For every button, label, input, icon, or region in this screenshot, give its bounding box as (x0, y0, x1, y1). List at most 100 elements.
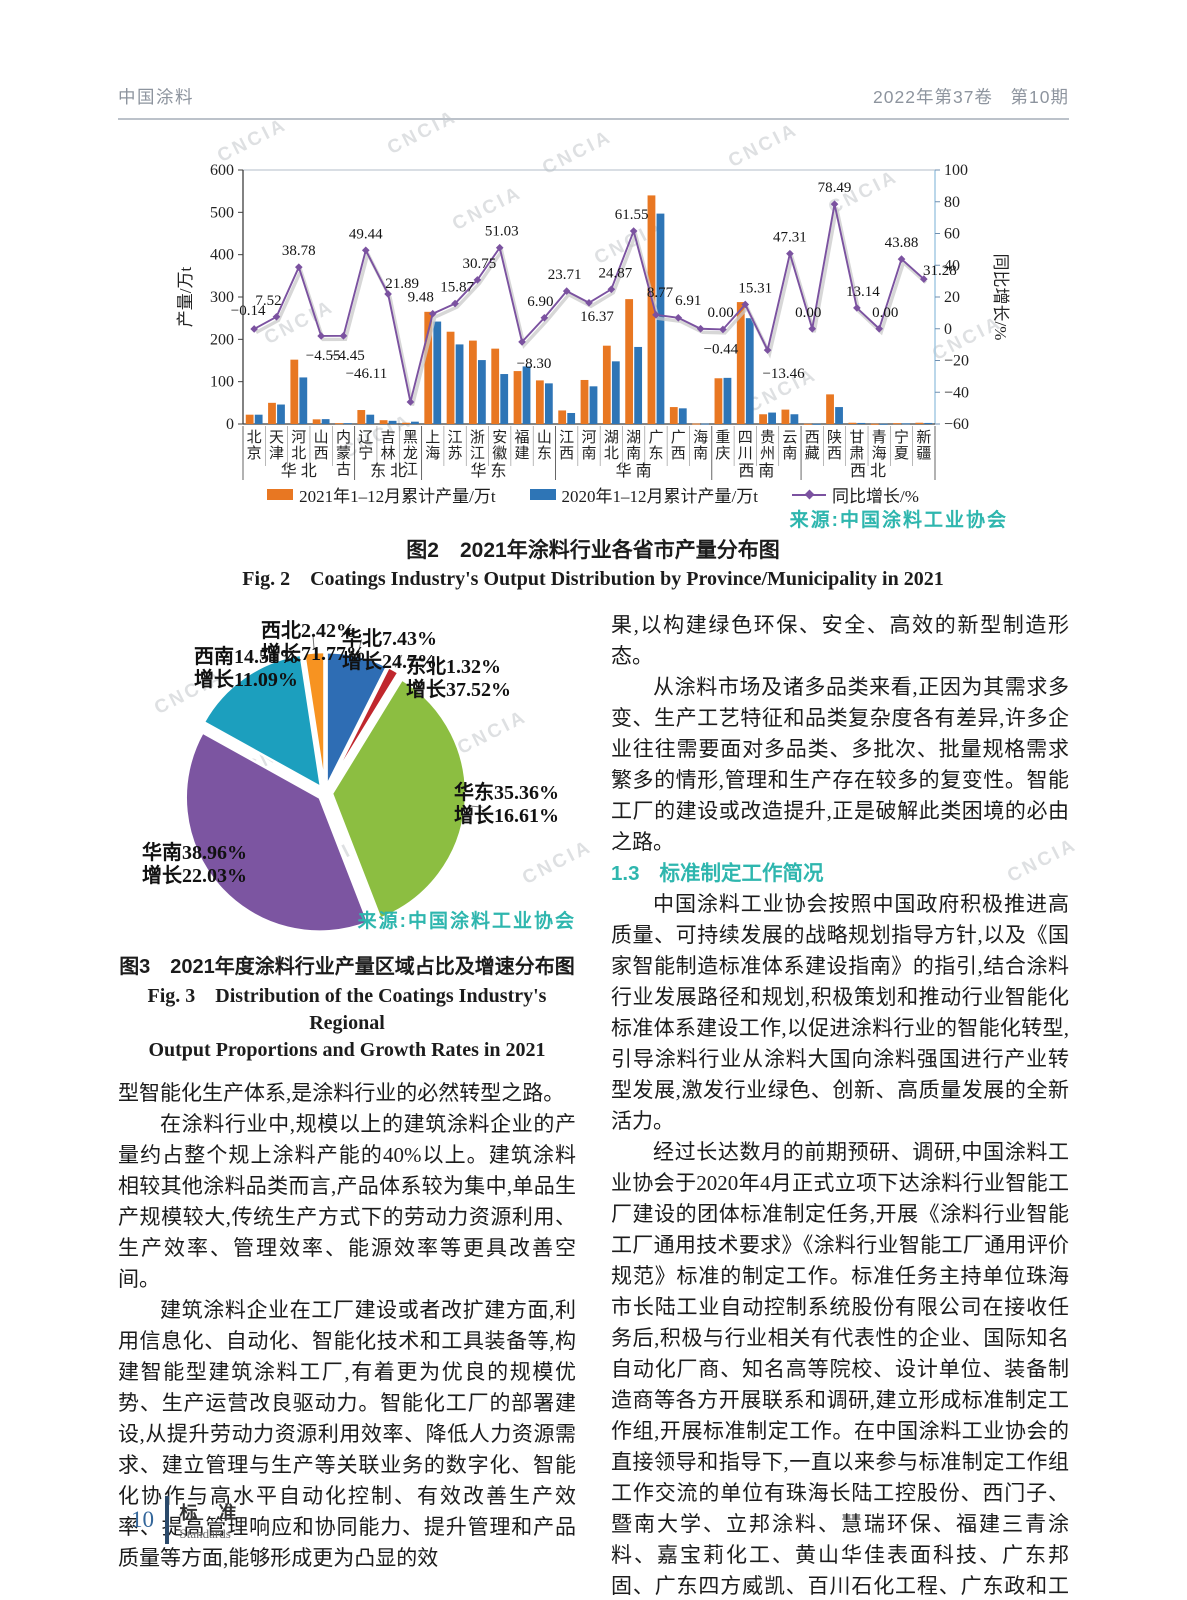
svg-text:30.75: 30.75 (463, 256, 497, 272)
page-footer: 10 标 准 Standards (131, 1496, 245, 1544)
svg-text:黑: 黑 (403, 430, 418, 446)
svg-text:−20: −20 (944, 353, 969, 370)
issue-info: 2022年第37卷 第10期 (873, 87, 1069, 107)
svg-text:−13.46: −13.46 (762, 366, 805, 382)
svg-text:78.49: 78.49 (818, 180, 852, 196)
svg-text:23.71: 23.71 (548, 267, 582, 283)
svg-text:吉: 吉 (381, 429, 396, 446)
page-number: 10 (131, 1507, 154, 1532)
svg-text:华 东: 华 东 (471, 462, 507, 480)
svg-text:6.90: 6.90 (527, 294, 553, 310)
svg-text:南: 南 (581, 445, 596, 462)
svg-text:−46.11: −46.11 (346, 366, 388, 382)
svg-text:60: 60 (944, 226, 960, 243)
svg-text:云: 云 (782, 430, 797, 446)
svg-text:43.88: 43.88 (885, 235, 919, 251)
paragraph: 型智能化生产体系,是涂料行业的必然转型之路。 (118, 1081, 565, 1105)
pie-label-northwest: 西北2.42% 增长71.77% (261, 620, 366, 665)
svg-text:24.87: 24.87 (598, 265, 632, 281)
svg-text:庆: 庆 (715, 445, 730, 462)
svg-text:−40: −40 (944, 384, 969, 401)
svg-text:江: 江 (470, 445, 485, 462)
svg-text:南: 南 (782, 445, 797, 462)
svg-text:江: 江 (448, 429, 463, 446)
svg-text:−0.44: −0.44 (704, 341, 739, 357)
figure2-caption-zh: 图2 2021年涂料行业各省市产量分布图 (406, 539, 780, 562)
svg-text:300: 300 (210, 289, 234, 306)
svg-text:200: 200 (210, 331, 234, 348)
figure2-source: 来源:中国涂料工业协会 (789, 510, 1008, 531)
svg-text:51.03: 51.03 (485, 224, 519, 240)
svg-text:产量/万t: 产量/万t (176, 267, 195, 328)
svg-text:−4.55: −4.55 (306, 348, 341, 364)
paragraph: 从涂料市场及诸多品类来看,正因为其需求多变、生产工艺特征和品类复杂度各有差异,许… (611, 675, 1069, 854)
svg-text:上: 上 (425, 429, 440, 446)
svg-text:20: 20 (944, 289, 960, 306)
svg-text:天: 天 (269, 430, 284, 446)
legend-label: 同比增长/% (832, 487, 919, 506)
figure3-caption-en-line2: Output Proportions and Growth Rates in 2… (148, 1039, 546, 1061)
svg-text:15.87: 15.87 (440, 280, 474, 296)
svg-text:东: 东 (648, 445, 663, 462)
svg-text:600: 600 (210, 162, 234, 179)
svg-text:8.77: 8.77 (647, 285, 674, 301)
svg-text:徽: 徽 (492, 445, 507, 462)
footer-section: 标 准 Standards (179, 1502, 245, 1541)
right-column: 果,以构建绿色环保、安全、高效的新型制造形态。 从涂料市场及诸多品类来看,正因为… (611, 610, 1069, 1600)
svg-text:47.31: 47.31 (773, 230, 807, 246)
chart-legend: 2021年1–12月累计产量/万t 2020年1–12月累计产量/万t 同比增长… (118, 482, 1068, 507)
paragraph: 建筑涂料企业在工厂建设或者改扩建方面,利用信息化、自动化、智能化技术和工具装备等… (118, 1298, 576, 1570)
svg-text:甘: 甘 (849, 429, 864, 446)
svg-text:0: 0 (944, 321, 952, 338)
section-heading-1-3: 1.3 标准制定工作简况 (611, 862, 824, 885)
figure3-caption-zh: 图3 2021年度涂料行业产量区域占比及增速分布图 (119, 956, 575, 978)
svg-text:湖: 湖 (626, 429, 641, 446)
legend-swatch-2020 (529, 489, 556, 500)
svg-text:新: 新 (916, 429, 931, 446)
svg-text:400: 400 (210, 247, 234, 264)
svg-text:四: 四 (738, 430, 753, 446)
svg-text:夏: 夏 (894, 446, 909, 462)
paragraph: 果,以构建绿色环保、安全、高效的新型制造形态。 (611, 613, 1069, 668)
svg-text:京: 京 (247, 445, 262, 462)
pie-label-south: 华南38.96% 增长22.03% (142, 842, 247, 887)
svg-text:0.00: 0.00 (707, 305, 733, 321)
svg-text:−60: −60 (944, 416, 969, 433)
svg-text:福: 福 (515, 429, 530, 446)
svg-text:湖: 湖 (604, 429, 619, 446)
svg-text:龙: 龙 (403, 445, 418, 462)
svg-text:北: 北 (291, 445, 306, 462)
svg-text:100: 100 (210, 374, 234, 391)
figure3-source: 来源:中国涂料工业协会 (357, 911, 576, 932)
svg-text:80: 80 (944, 194, 960, 211)
svg-text:青: 青 (872, 429, 887, 446)
svg-text:安: 安 (492, 429, 507, 446)
svg-text:0: 0 (226, 416, 234, 433)
svg-text:疆: 疆 (916, 446, 931, 462)
svg-text:9.48: 9.48 (408, 290, 434, 306)
svg-text:川: 川 (738, 446, 753, 462)
svg-text:广: 广 (648, 429, 663, 446)
svg-text:建: 建 (515, 445, 530, 462)
svg-text:6.91: 6.91 (675, 293, 701, 309)
svg-text:陕: 陕 (827, 429, 842, 446)
svg-text:西: 西 (827, 446, 842, 462)
journal-title: 中国涂料 (118, 87, 194, 107)
svg-text:河: 河 (291, 429, 306, 446)
legend-swatch-2021 (267, 489, 294, 500)
legend-line-swatch (792, 489, 826, 499)
svg-text:内: 内 (336, 429, 351, 446)
svg-text:重: 重 (715, 429, 730, 446)
svg-text:西 南: 西 南 (738, 462, 774, 480)
svg-text:−8.30: −8.30 (517, 356, 552, 372)
svg-text:0.00: 0.00 (872, 305, 898, 321)
legend-item-2020: 2020年1–12月累计产量/万t (529, 482, 758, 507)
legend-item-growth: 同比增长/% (792, 482, 919, 507)
svg-text:500: 500 (210, 204, 234, 221)
svg-text:西: 西 (805, 430, 820, 446)
svg-text:16.37: 16.37 (580, 309, 614, 325)
svg-text:北: 北 (247, 429, 262, 446)
svg-text:38.78: 38.78 (282, 243, 316, 259)
svg-text:61.55: 61.55 (615, 207, 649, 223)
left-column-body: 型智能化生产体系,是涂料行业的必然转型之路。 在涂料行业中,规模以上的建筑涂料企… (118, 1078, 576, 1574)
